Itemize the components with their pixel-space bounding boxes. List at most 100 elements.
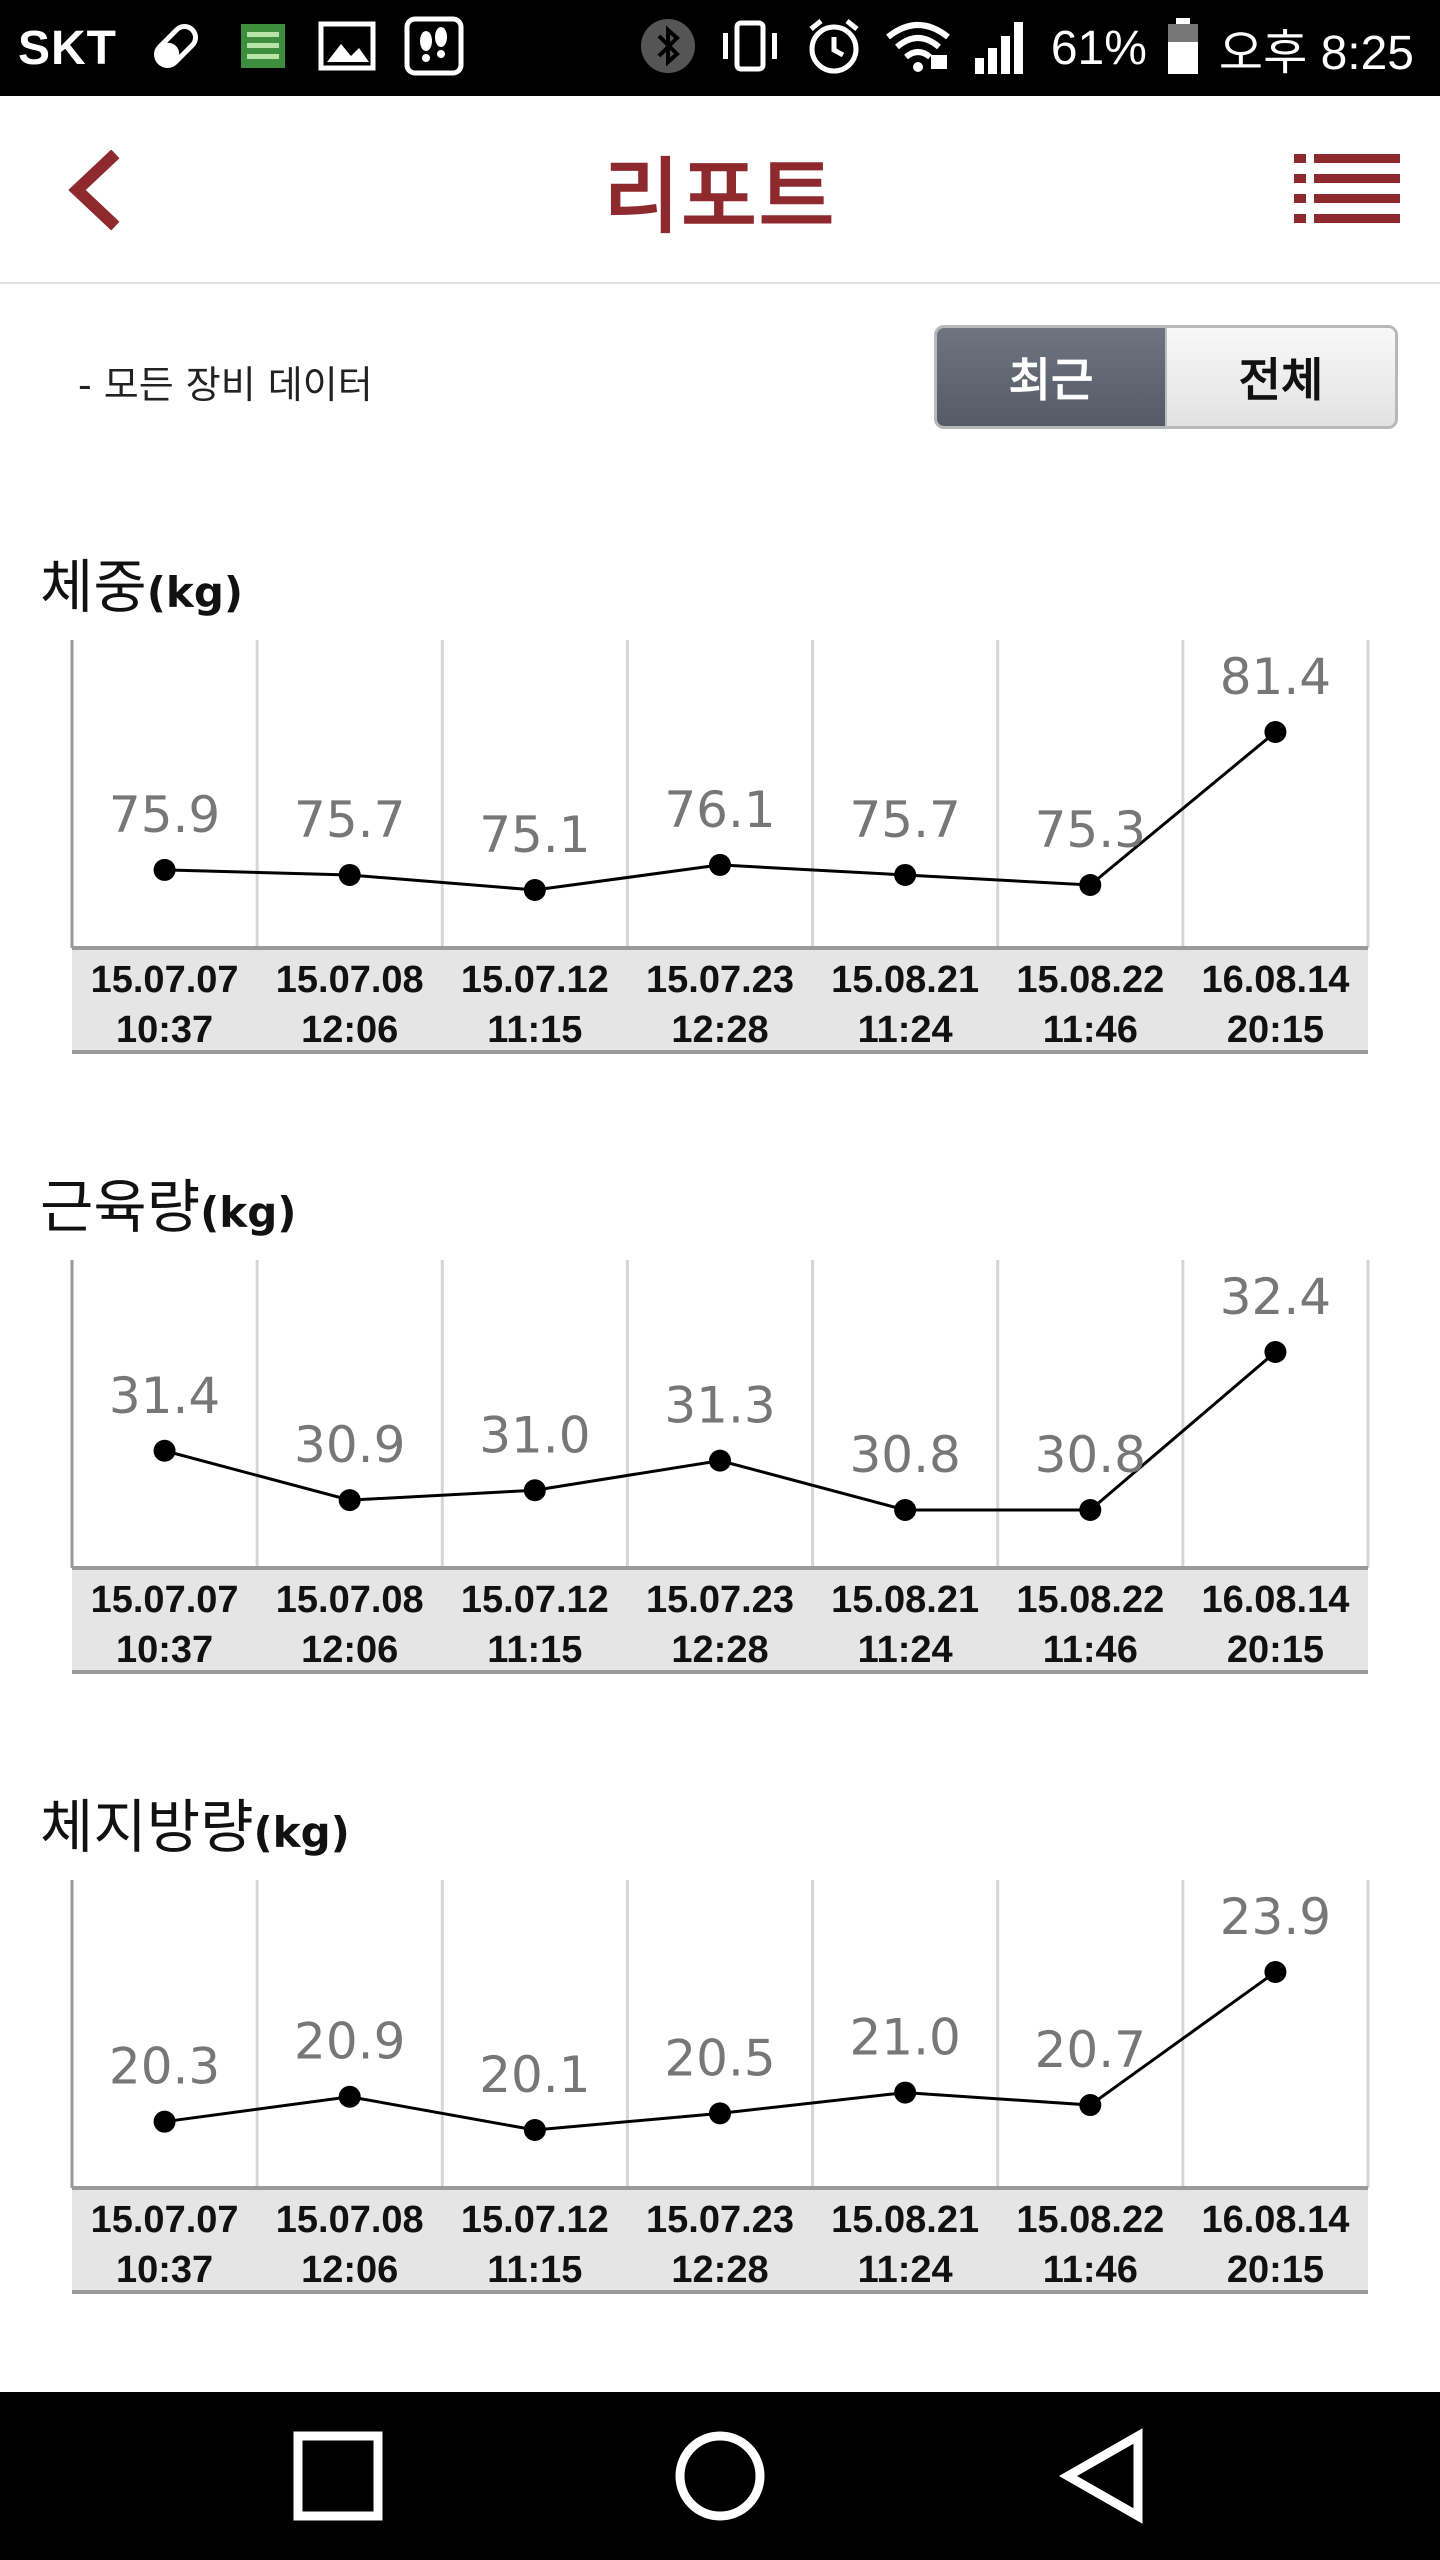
chart-unit: (kg) — [146, 568, 244, 617]
chart-title: 근육량(kg) — [40, 1160, 296, 1244]
date-tick-label: 15.08.21 — [831, 959, 979, 1001]
data-point — [338, 863, 361, 886]
chart-unit: (kg) — [200, 1188, 297, 1237]
bluetooth-icon — [639, 17, 697, 79]
body-fat-chart: 20.3 15.07.07 10:37 20.9 15.07.08 12:06 20.1 15… — [0, 1780, 1440, 2300]
data-label: 31.4 — [109, 1367, 220, 1425]
data-point — [894, 1499, 917, 1521]
carrier-label: SKT — [18, 21, 117, 75]
date-tick-label: 15.08.21 — [831, 1579, 979, 1621]
time-tick-label: 12:28 — [671, 1629, 768, 1671]
square-recents-icon — [293, 2431, 383, 2521]
data-point — [1079, 873, 1102, 896]
data-point — [153, 1439, 176, 1462]
date-tick-label: 15.07.12 — [461, 2199, 609, 2241]
date-band — [72, 948, 1368, 1052]
data-label: 20.3 — [109, 2038, 220, 2096]
triangle-back-icon — [1058, 2428, 1143, 2524]
data-point — [523, 879, 546, 901]
data-point — [894, 863, 917, 886]
date-tick-label: 16.08.14 — [1201, 959, 1349, 1001]
date-tick-label: 15.07.08 — [276, 959, 424, 1001]
chart-title-text: 체지방량 — [40, 1793, 254, 1861]
data-label: 23.9 — [1220, 1888, 1331, 1946]
all-button[interactable]: 전체 — [1165, 328, 1395, 426]
data-point — [709, 2102, 731, 2125]
line-chart-svg: 75.9 15.07.07 10:37 75.7 15.07.08 12:06 75.1 15… — [70, 640, 1370, 1054]
data-point — [153, 2110, 176, 2133]
nav-back-button[interactable] — [1044, 2416, 1164, 2536]
notes-icon — [235, 18, 291, 78]
circle-home-icon — [675, 2431, 765, 2521]
time-tick-label: 11:15 — [487, 1009, 582, 1051]
pill-icon — [143, 13, 209, 83]
data-point — [1264, 1961, 1287, 1983]
time-tick-label: 20:15 — [1227, 1629, 1324, 1671]
home-button[interactable] — [660, 2416, 780, 2536]
data-point — [1264, 721, 1287, 743]
chevron-left-icon — [68, 150, 120, 230]
time-tick-label: 10:37 — [116, 1009, 213, 1051]
data-label: 20.7 — [1035, 2021, 1146, 2079]
line-chart-svg: 31.4 15.07.07 10:37 30.9 15.07.08 12:06 31.0 15… — [70, 1260, 1370, 1674]
muscle-chart: 31.4 15.07.07 10:37 30.9 15.07.08 12:06 31.0 15… — [0, 1160, 1440, 1680]
time-tick-label: 11:24 — [858, 2249, 953, 2291]
recent-button[interactable]: 최근 — [937, 328, 1165, 426]
data-label: 20.5 — [664, 2029, 775, 2087]
date-tick-label: 15.07.12 — [461, 959, 609, 1001]
time-tick-label: 20:15 — [1227, 1009, 1324, 1051]
app-header: 리포트 — [0, 96, 1440, 284]
date-tick-label: 15.07.23 — [646, 959, 794, 1001]
data-label: 20.1 — [479, 2046, 590, 2104]
time-tick-label: 10:37 — [116, 1629, 213, 1671]
recents-button[interactable] — [278, 2416, 398, 2536]
time-tick-label: 20:15 — [1227, 2249, 1324, 2291]
navigation-bar — [0, 2392, 1440, 2560]
menu-button[interactable] — [1294, 146, 1400, 232]
data-point — [1079, 1499, 1102, 1521]
time-tick-label: 11:46 — [1043, 2249, 1138, 2291]
date-tick-label: 15.07.07 — [91, 1579, 239, 1621]
time-tick-label: 11:46 — [1043, 1009, 1138, 1051]
data-point — [1079, 2094, 1102, 2117]
chart-title: 체지방량(kg) — [40, 1780, 350, 1864]
data-label: 30.8 — [849, 1426, 960, 1484]
device-data-note: - 모든 장비 데이터 — [78, 363, 373, 407]
date-tick-label: 16.08.14 — [1201, 2199, 1349, 2241]
battery-percent: 61% — [1050, 21, 1147, 75]
time-tick-label: 12:06 — [301, 1629, 398, 1671]
data-point — [709, 1449, 731, 1472]
time-tick-label: 12:06 — [301, 2249, 398, 2291]
list-menu-icon — [1294, 154, 1400, 223]
date-tick-label: 15.07.07 — [91, 959, 239, 1001]
date-tick-label: 15.07.23 — [646, 2199, 794, 2241]
data-label: 30.8 — [1035, 1426, 1146, 1484]
time-tick-label: 11:15 — [487, 2249, 582, 2291]
period-toggle: 최근 전체 — [934, 325, 1398, 429]
data-label: 32.4 — [1220, 1268, 1331, 1326]
back-button[interactable] — [48, 140, 138, 240]
date-tick-label: 15.07.23 — [646, 1579, 794, 1621]
data-label: 75.1 — [479, 806, 590, 864]
status-bar: SKT 61% 오후 8:25 — [0, 0, 1440, 96]
date-tick-label: 15.07.08 — [276, 1579, 424, 1621]
data-point — [1264, 1341, 1287, 1363]
chart-unit: (kg) — [253, 1808, 350, 1857]
date-tick-label: 15.08.22 — [1016, 1579, 1164, 1621]
chart-title: 체중(kg) — [40, 540, 243, 624]
time-tick-label: 11:24 — [858, 1009, 953, 1051]
data-label: 30.9 — [294, 1416, 405, 1474]
data-label: 31.0 — [479, 1406, 590, 1464]
data-point — [338, 2085, 361, 2108]
line-chart-svg: 20.3 15.07.07 10:37 20.9 15.07.08 12:06 20.1 15… — [70, 1880, 1370, 2294]
time-tick-label: 12:28 — [671, 2249, 768, 2291]
date-tick-label: 15.08.22 — [1016, 2199, 1164, 2241]
date-tick-label: 16.08.14 — [1201, 1579, 1349, 1621]
chart-title-text: 체중 — [40, 553, 147, 621]
data-label: 75.7 — [849, 791, 960, 849]
time-tick-label: 11:24 — [858, 1629, 953, 1671]
data-label: 75.3 — [1035, 801, 1146, 859]
data-label: 75.9 — [109, 786, 220, 844]
data-label: 75.7 — [294, 791, 405, 849]
date-band — [72, 1568, 1368, 1672]
